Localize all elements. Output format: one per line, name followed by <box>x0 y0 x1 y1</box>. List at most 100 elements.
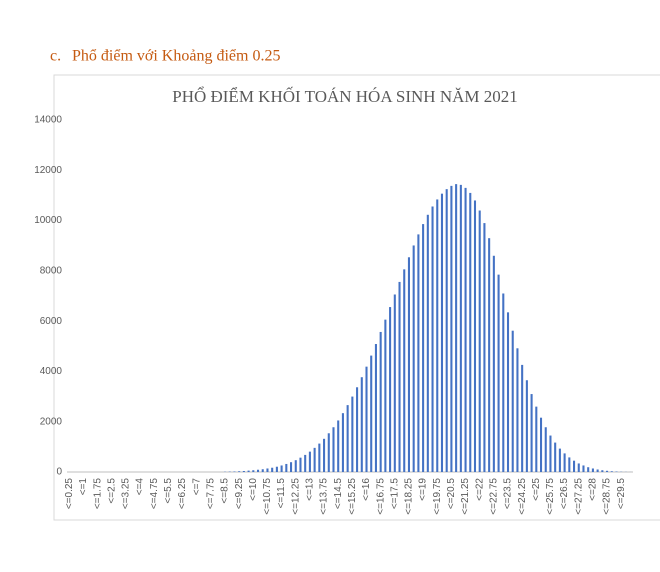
bar <box>346 405 349 472</box>
x-tick-label: <=12.25 <box>290 478 301 515</box>
bar <box>591 468 594 472</box>
bar <box>271 467 274 472</box>
x-tick-label: <=1 <box>78 478 89 496</box>
bar <box>506 312 510 472</box>
y-tick-label: 14000 <box>34 115 62 126</box>
x-tick-label: <=3.25 <box>121 478 132 510</box>
bar <box>568 457 571 472</box>
x-tick-label: <=5.5 <box>163 478 174 504</box>
bar <box>374 344 377 472</box>
bar <box>261 469 264 472</box>
bar <box>587 467 590 472</box>
x-tick-label: <=19.75 <box>432 478 443 515</box>
bar <box>426 214 429 472</box>
x-tick-label: <=23.5 <box>503 478 514 510</box>
bar <box>478 210 481 472</box>
x-tick-label: <=28.75 <box>602 478 613 515</box>
y-tick-label: 10000 <box>34 215 62 226</box>
x-tick-label: <=4 <box>135 478 146 496</box>
bar <box>422 224 425 472</box>
bar <box>492 255 495 472</box>
x-tick-label: <=4.75 <box>149 478 160 510</box>
y-tick-label: 2000 <box>40 416 63 427</box>
bar <box>521 364 524 472</box>
x-tick-label: <=9.25 <box>234 478 245 510</box>
x-tick-label: <=18.25 <box>404 478 415 515</box>
bar <box>285 463 288 472</box>
x-tick-label: <=8.5 <box>220 478 231 504</box>
bar <box>544 427 547 472</box>
bar <box>417 234 420 472</box>
x-tick-label: <=6.25 <box>177 478 188 510</box>
bar <box>318 443 321 472</box>
y-tick-label: 6000 <box>40 316 63 327</box>
bar <box>252 470 255 472</box>
x-tick-label: <=27.25 <box>573 478 584 515</box>
bar <box>247 470 250 472</box>
bar <box>337 420 340 472</box>
bar <box>323 438 326 472</box>
bar <box>266 468 269 472</box>
x-tick-label: <=16.75 <box>375 478 386 515</box>
y-tick-label: 4000 <box>40 366 63 377</box>
x-tick-label: <=15.25 <box>347 478 358 515</box>
bar <box>459 184 462 472</box>
bar <box>389 307 392 472</box>
x-tick-label: <=25 <box>531 478 542 501</box>
bar <box>582 465 585 472</box>
bar <box>403 269 406 472</box>
bar <box>525 380 528 472</box>
x-tick-label: <=24.25 <box>517 478 528 515</box>
bar <box>431 206 434 472</box>
bar <box>577 463 580 472</box>
bar <box>554 442 557 472</box>
bar <box>299 457 302 472</box>
bar <box>455 184 458 472</box>
x-tick-label: <=20.5 <box>446 478 457 510</box>
bar <box>290 462 293 472</box>
bar <box>511 330 514 472</box>
heading-marker: c. <box>50 48 61 65</box>
bar <box>469 192 472 472</box>
bar <box>601 470 604 472</box>
x-tick-label: <=28 <box>588 478 599 501</box>
bar <box>412 245 415 472</box>
x-tick-label: <=13.75 <box>319 478 330 515</box>
y-tick-label: 0 <box>56 467 62 478</box>
bar <box>332 427 335 472</box>
bar <box>304 454 307 472</box>
bar <box>351 396 354 472</box>
bar <box>341 413 344 472</box>
x-tick-label: <=26.5 <box>559 478 570 510</box>
bar <box>393 294 396 472</box>
x-tick-label: <=11.5 <box>276 478 287 509</box>
x-tick-label: <=0.25 <box>64 478 75 510</box>
bar <box>606 470 609 472</box>
bar <box>360 377 363 472</box>
x-tick-label: <=19 <box>418 478 429 501</box>
bar <box>473 200 477 472</box>
bar <box>558 448 561 472</box>
bar <box>563 453 566 472</box>
y-tick-label: 12000 <box>34 165 62 176</box>
x-tick-label: <=14.5 <box>333 478 344 510</box>
x-tick-label: <=13 <box>305 478 316 501</box>
x-tick-label: <=21.25 <box>460 478 471 515</box>
heading-text: Phổ điểm với Khoảng điểm 0.25 <box>72 48 280 65</box>
x-tick-label: <=22 <box>474 478 485 501</box>
bar <box>445 189 448 472</box>
bar <box>407 257 410 472</box>
bar <box>450 185 453 473</box>
bar <box>379 331 382 472</box>
x-tick-label: <=16 <box>361 478 372 501</box>
bar <box>488 238 491 472</box>
bar <box>275 466 278 472</box>
x-tick-label: <=10.75 <box>262 478 273 515</box>
bar <box>530 394 533 472</box>
bar <box>549 435 552 472</box>
chart-title: PHỔ ĐIỂM KHỐI TOÁN HÓA SINH NĂM 2021 <box>172 86 518 106</box>
bar <box>502 293 505 472</box>
x-tick-label: <=7.75 <box>205 478 216 510</box>
bar <box>233 471 236 472</box>
